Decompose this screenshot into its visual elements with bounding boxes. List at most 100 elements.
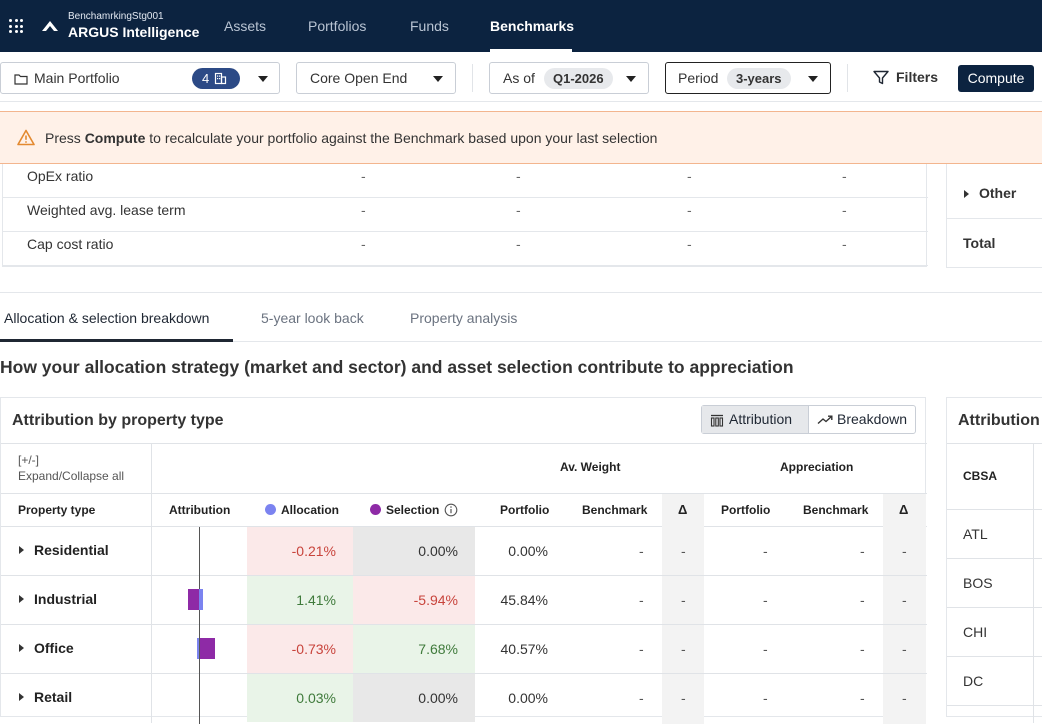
- column-header-allocation[interactable]: Allocation: [281, 503, 340, 517]
- table-top-border: [1, 443, 927, 444]
- active-subtab-indicator: [0, 339, 233, 342]
- folder-icon: [14, 74, 28, 85]
- weight-portfolio-value: 40.57%: [500, 641, 548, 657]
- tab-5-year-look-back[interactable]: 5-year look back: [261, 310, 364, 326]
- portfolio-select[interactable]: Main Portfolio 4: [0, 62, 280, 94]
- tab-property-analysis[interactable]: Property analysis: [410, 310, 518, 326]
- app-grid-icon[interactable]: [9, 19, 23, 33]
- compute-button[interactable]: Compute: [958, 65, 1034, 92]
- cbsa-row-label[interactable]: ATL: [963, 526, 988, 542]
- selection-bar-industrial: [188, 589, 199, 610]
- active-tab-indicator: [490, 49, 572, 52]
- selection-value: 0.00%: [418, 543, 458, 559]
- column-divider: [151, 443, 152, 723]
- row-border: [1, 624, 927, 625]
- chevron-down-icon: [626, 76, 636, 82]
- row-label-office[interactable]: Office: [34, 640, 74, 656]
- column-header-attribution[interactable]: Attribution: [169, 503, 231, 517]
- selection-value: 7.68%: [418, 641, 458, 657]
- weight-delta-value: -: [681, 641, 686, 657]
- cbsa-row-label[interactable]: BOS: [963, 575, 993, 591]
- weight-benchmark-value: -: [639, 641, 644, 657]
- column-header-appreciation-delta[interactable]: Δ: [899, 502, 909, 517]
- attribution-toggle-label: Attribution: [729, 411, 793, 427]
- app-benchmark-value: -: [860, 592, 865, 608]
- column-header-benchmark-weight[interactable]: Benchmark: [582, 503, 648, 517]
- argus-logo-icon: [42, 21, 58, 31]
- column-header-portfolio-appreciation[interactable]: Portfolio: [721, 503, 771, 517]
- allocation-value: -0.73%: [291, 641, 336, 657]
- expand-collapse-toggle[interactable]: [+/-] Expand/Collapse all: [18, 453, 125, 483]
- cbsa-row-label[interactable]: DC: [963, 673, 984, 689]
- selection-value: -5.94%: [413, 592, 458, 608]
- toolbar: Main Portfolio 4 Core Open End As of Q1-…: [0, 52, 1042, 102]
- app-delta-value: -: [902, 641, 907, 657]
- attribution-card: Attribution by property type Attribution…: [0, 397, 927, 724]
- column-header-selection[interactable]: Selection: [386, 503, 440, 517]
- row-label-retail[interactable]: Retail: [34, 689, 73, 705]
- column-header-benchmark-appreciation[interactable]: Benchmark: [803, 503, 869, 517]
- app-portfolio-value: -: [763, 641, 768, 657]
- banner-message: Press Compute to recalculate your portfo…: [45, 130, 658, 146]
- info-icon[interactable]: [444, 503, 458, 517]
- nav-tab-portfolios[interactable]: Portfolios: [308, 18, 367, 34]
- other-row[interactable]: Other: [947, 164, 1042, 219]
- period-value: 3-years: [727, 68, 791, 89]
- as-of-select[interactable]: As of Q1-2026: [489, 62, 649, 94]
- weight-delta-value: -: [681, 543, 686, 559]
- top-navigation: BenchamrkingStg001 ARGUS Intelligence As…: [0, 0, 1042, 52]
- cbsa-row-label[interactable]: CHI: [963, 624, 988, 640]
- expand-caret-icon: [964, 190, 969, 198]
- header-bottom-border: [1, 526, 927, 527]
- column-header-weight-delta[interactable]: Δ: [678, 502, 688, 517]
- expand-caret-icon[interactable]: [19, 546, 24, 554]
- period-select[interactable]: Period 3-years: [665, 62, 831, 94]
- group-header-weight: Av. Weight: [560, 460, 621, 474]
- app-benchmark-value: -: [860, 690, 865, 706]
- attribution-toggle-button[interactable]: Attribution: [702, 406, 808, 433]
- portfolio-select-label: Main Portfolio: [34, 70, 120, 86]
- row-label-industrial[interactable]: Industrial: [34, 591, 98, 607]
- analysis-tabs: Allocation & selection breakdown 5-year …: [0, 292, 1042, 342]
- weight-benchmark-value: -: [639, 690, 644, 706]
- metric-value: -: [516, 168, 521, 184]
- metric-value: -: [842, 202, 847, 218]
- brand-name[interactable]: ARGUS Intelligence: [68, 24, 200, 40]
- metric-name: Cap cost ratio: [27, 236, 114, 252]
- allocation-value: 0.03%: [296, 690, 336, 706]
- allocation-value: 1.41%: [296, 592, 336, 608]
- side-card-title: Attribution: [958, 412, 1040, 429]
- allocation-bar-industrial: [199, 589, 203, 610]
- attribution-zero-axis: [199, 527, 200, 724]
- expand-caret-icon[interactable]: [19, 595, 24, 603]
- toolbar-divider: [472, 64, 473, 92]
- weight-benchmark-value: -: [639, 592, 644, 608]
- strategy-select[interactable]: Core Open End: [296, 62, 456, 94]
- bar-chart-icon: [710, 414, 724, 427]
- metric-value: -: [361, 236, 366, 252]
- nav-tab-benchmarks[interactable]: Benchmarks: [490, 18, 575, 34]
- weight-portfolio-value: 0.00%: [508, 543, 548, 559]
- nav-tab-funds[interactable]: Funds: [410, 18, 449, 34]
- app-delta-value: -: [902, 543, 907, 559]
- metric-value: -: [842, 236, 847, 252]
- column-header-portfolio-weight[interactable]: Portfolio: [500, 503, 550, 517]
- metric-value: -: [361, 202, 366, 218]
- breakdown-toggle-label: Breakdown: [837, 411, 908, 427]
- allocation-bar-office: [197, 638, 199, 659]
- nav-tab-assets[interactable]: Assets: [224, 18, 267, 34]
- expand-caret-icon[interactable]: [19, 693, 24, 701]
- column-header-cbsa[interactable]: CBSA: [963, 469, 998, 483]
- weight-delta-value: -: [681, 690, 686, 706]
- section-headline: How your allocation strategy (market and…: [0, 357, 794, 377]
- as-of-label: As of: [503, 70, 535, 86]
- breakdown-toggle-button[interactable]: Breakdown: [809, 406, 915, 433]
- expand-caret-icon[interactable]: [19, 644, 24, 652]
- tab-allocation-selection[interactable]: Allocation & selection breakdown: [4, 310, 210, 326]
- group-header-appreciation: Appreciation: [780, 460, 854, 474]
- row-label-residential[interactable]: Residential: [34, 542, 109, 558]
- building-icon: [214, 72, 227, 85]
- chevron-down-icon: [808, 76, 818, 82]
- allocation-value: -0.21%: [291, 543, 336, 559]
- column-header-property-type[interactable]: Property type: [18, 503, 96, 517]
